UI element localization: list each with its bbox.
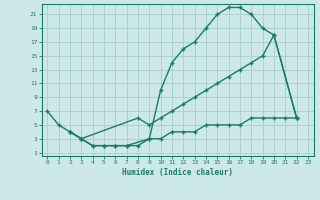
X-axis label: Humidex (Indice chaleur): Humidex (Indice chaleur): [122, 168, 233, 177]
